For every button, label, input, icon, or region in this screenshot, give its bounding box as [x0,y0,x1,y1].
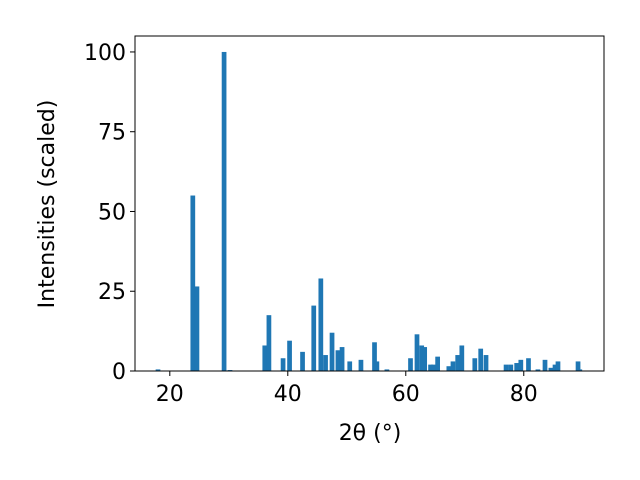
x-tick-label: 80 [510,382,538,407]
bar [552,364,558,371]
bar [575,361,581,371]
bar [483,355,489,371]
bar [459,345,465,371]
bar [262,345,268,371]
bar [428,364,433,371]
bar [431,364,436,371]
bar [577,369,583,371]
x-tick-label: 40 [274,382,302,407]
bar [384,369,390,371]
bar [535,369,541,371]
bar [318,278,324,371]
bar [408,358,413,371]
bar [508,364,514,371]
x-tick-label: 60 [392,382,420,407]
bar [329,332,335,371]
bar [555,361,561,371]
y-axis-label: Intensities (scaled) [35,100,60,309]
bar [450,361,456,371]
bar [339,347,345,371]
bar [414,334,420,371]
x-tick-label: 20 [156,382,184,407]
bar [280,358,286,371]
y-tick-label: 0 [112,360,126,385]
bar [548,367,554,371]
bar [266,315,272,371]
bar [221,51,227,371]
bar [335,350,341,371]
bar [300,351,305,371]
bar [155,369,161,371]
y-tick-label: 100 [84,41,126,66]
bar [472,358,478,371]
y-tick-label: 25 [98,280,126,305]
bar [478,348,484,371]
bar [514,363,520,371]
y-tick-label: 75 [98,121,126,146]
bar [455,355,461,371]
bar [542,359,548,371]
bar [422,347,428,371]
bar [374,361,380,371]
bar [503,364,509,371]
bar [446,366,452,371]
x-axis-label: 2θ (°) [339,421,402,446]
bar [372,342,377,371]
y-tick-label: 50 [98,200,126,225]
plot-frame [134,35,605,372]
bar [311,305,317,371]
bar [194,286,200,371]
bar [190,195,196,371]
bar [358,359,364,371]
bar [435,356,440,371]
bar [518,359,524,371]
bar [323,355,328,371]
bar [347,361,353,371]
bar [287,340,292,371]
bar [526,358,531,371]
bar [419,345,425,371]
